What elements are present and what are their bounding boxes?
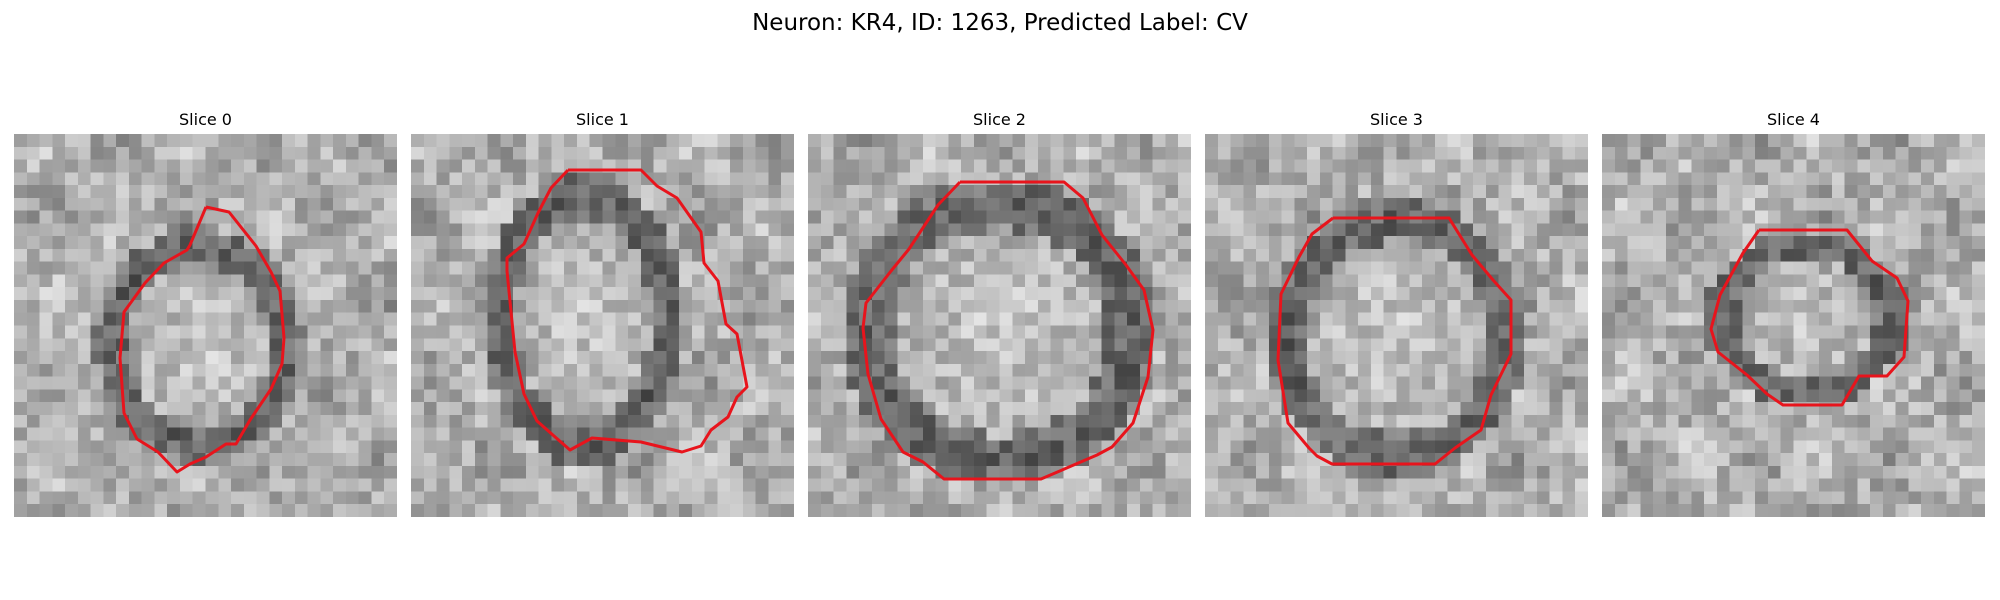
- slice-title: Slice 4: [1767, 110, 1820, 129]
- slice-image: [808, 134, 1191, 517]
- contour-overlay: [1709, 228, 1910, 407]
- slice-image: [411, 134, 794, 517]
- vesicle-contour: [1709, 228, 1910, 407]
- contour-overlay: [861, 180, 1155, 481]
- grayscale-tile: [411, 134, 794, 517]
- grayscale-tile: [14, 134, 397, 517]
- vesicle-contour: [505, 168, 749, 454]
- grayscale-tile: [1205, 134, 1588, 517]
- slice-panel-4: Slice 4: [1602, 108, 1985, 517]
- grayscale-tile: [808, 134, 1191, 517]
- grayscale-tile: [1602, 134, 1985, 517]
- slice-panel-3: Slice 3: [1205, 108, 1588, 517]
- figure-title: Neuron: KR4, ID: 1263, Predicted Label: …: [752, 10, 1248, 36]
- slice-image: [14, 134, 397, 517]
- slice-panel-1: Slice 1: [411, 108, 794, 517]
- slice-title: Slice 3: [1370, 110, 1423, 129]
- vesicle-contour: [118, 205, 286, 474]
- contour-overlay: [505, 168, 749, 454]
- slice-panel-2: Slice 2: [808, 108, 1191, 517]
- contour-overlay: [118, 205, 286, 474]
- slice-image: [1205, 134, 1588, 517]
- slice-title: Slice 2: [973, 110, 1026, 129]
- slice-title: Slice 0: [179, 110, 232, 129]
- vesicle-contour: [1276, 216, 1513, 466]
- contour-overlay: [1276, 216, 1513, 466]
- slice-title: Slice 1: [576, 110, 629, 129]
- vesicle-contour: [861, 180, 1155, 481]
- slice-panel-0: Slice 0: [14, 108, 397, 517]
- slice-image: [1602, 134, 1985, 517]
